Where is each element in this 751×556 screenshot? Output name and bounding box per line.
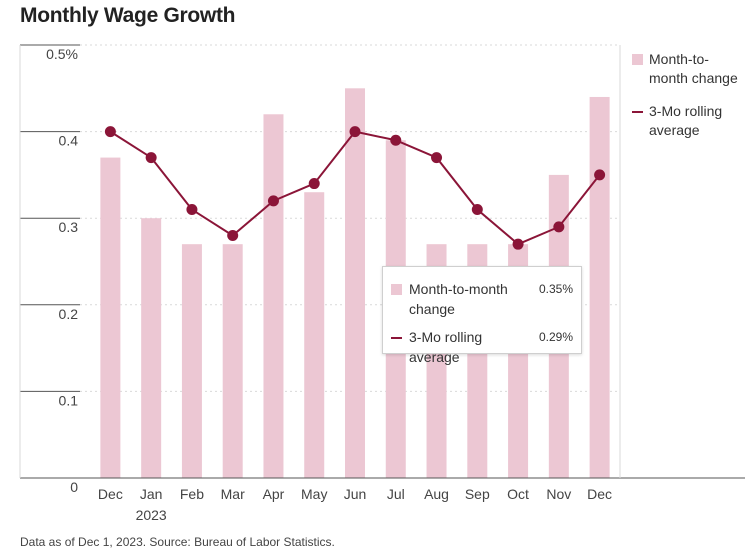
line-point[interactable] — [267, 195, 279, 207]
legend-item-bars[interactable]: Month-to-month change — [632, 50, 747, 88]
legend-line-swatch — [632, 111, 643, 113]
line-point[interactable] — [145, 152, 157, 164]
x-tick-label: Oct — [507, 486, 529, 502]
tooltip-value: 0.35% — [538, 282, 573, 296]
tooltip-row: Month-to-month change 0.35% — [391, 279, 573, 319]
line-point[interactable] — [471, 204, 483, 216]
x-tick-label: Nov — [546, 486, 571, 502]
x-tick-label: Apr — [263, 486, 285, 502]
x-tick-label: Jul — [387, 486, 405, 502]
line-point[interactable] — [553, 221, 565, 233]
x-tick-label: May — [301, 486, 327, 502]
tooltip-row: 3-Mo rolling average 0.29% — [391, 327, 573, 367]
tooltip: Month-to-month change 0.35% 3-Mo rolling… — [382, 266, 582, 365]
line-point[interactable] — [227, 230, 239, 242]
tooltip-line-swatch — [391, 337, 402, 339]
bar[interactable] — [304, 192, 325, 478]
x-tick-label: Feb — [180, 486, 204, 502]
bar[interactable] — [345, 88, 365, 479]
chart-title: Monthly Wage Growth — [20, 4, 236, 27]
x-tick-label: Dec — [587, 486, 612, 502]
y-tick-label: 0.4 — [59, 133, 79, 149]
y-tick-label: 0.5% — [46, 46, 78, 62]
y-tick-label: 0.3 — [59, 219, 79, 235]
legend-item-line[interactable]: 3-Mo rolling average — [632, 102, 747, 140]
legend-label: Month-to-month change — [649, 51, 738, 86]
bar[interactable] — [181, 244, 202, 478]
line-point[interactable] — [349, 126, 361, 138]
bar[interactable] — [141, 218, 162, 478]
line-point[interactable] — [104, 126, 116, 138]
x-tick-label: Sep — [465, 486, 490, 502]
line-point[interactable] — [390, 134, 402, 146]
line-point[interactable] — [512, 238, 524, 250]
y-axis: 0 0.1 0.2 0.3 0.4 0.5% — [46, 46, 78, 495]
line-point[interactable] — [431, 152, 443, 164]
y-tick-label: 0.1 — [59, 392, 79, 408]
legend-bar-swatch — [632, 54, 643, 65]
tooltip-bar-swatch — [391, 284, 402, 295]
line-point[interactable] — [308, 178, 320, 190]
line-point[interactable] — [594, 169, 606, 181]
bar[interactable] — [589, 96, 610, 479]
bar[interactable] — [100, 157, 121, 478]
tooltip-label: 3-Mo rolling average — [409, 329, 483, 365]
bar[interactable] — [222, 244, 243, 478]
y-tick-label: 0.2 — [59, 306, 79, 322]
footnote: Data as of Dec 1, 2023. Source: Bureau o… — [20, 535, 335, 549]
x-tick-sublabel: 2023 — [136, 507, 167, 523]
bar[interactable] — [263, 114, 284, 478]
tooltip-value: 0.29% — [538, 330, 573, 344]
line-point[interactable] — [186, 204, 198, 216]
x-tick-label: Dec — [98, 486, 123, 502]
x-tick-label: Jan — [140, 486, 163, 502]
x-tick-label: Aug — [424, 486, 449, 502]
legend-label: 3-Mo rolling average — [649, 103, 723, 138]
x-tick-label: Mar — [221, 486, 245, 502]
legend: Month-to-month change 3-Mo rolling avera… — [632, 50, 747, 154]
y-tick-label: 0 — [70, 479, 78, 495]
tooltip-label: Month-to-month change — [409, 281, 508, 317]
x-tick-label: Jun — [344, 486, 367, 502]
line-series[interactable] — [104, 126, 606, 250]
x-axis: Dec Jan 2023 Feb Mar Apr May Jun Jul Aug Sep Oct Nov… — [19, 45, 745, 523]
